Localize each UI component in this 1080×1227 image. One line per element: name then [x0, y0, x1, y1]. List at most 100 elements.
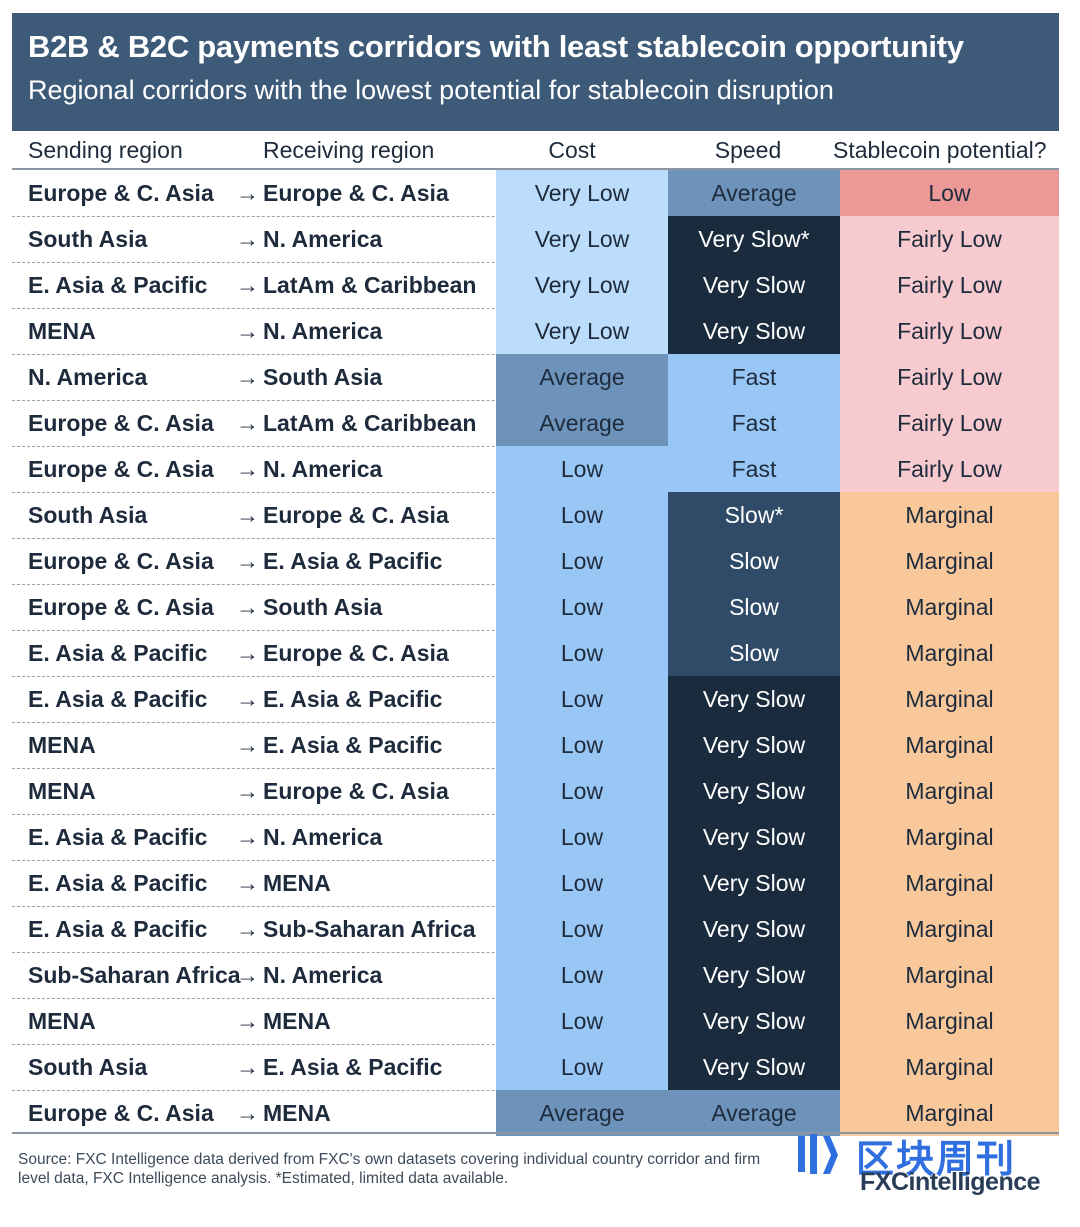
cost-cell: Very Low	[496, 308, 668, 354]
receiving-region-cell: → LatAm & Caribbean	[236, 262, 476, 308]
table-bottom-rule	[12, 1132, 1059, 1134]
stablecoin-potential-cell: Marginal	[840, 584, 1059, 630]
sending-region-cell: E. Asia & Pacific	[28, 824, 208, 850]
arrow-right-icon: →	[236, 1054, 259, 1080]
speed-cell: Slow	[668, 538, 840, 584]
cost-cell: Very Low	[496, 262, 668, 308]
receiving-region-cell: → Europe & C. Asia	[236, 492, 449, 538]
receiving-region-cell: → LatAm & Caribbean	[236, 400, 476, 446]
arrow-right-icon: →	[236, 318, 259, 344]
cost-cell: Average	[496, 1090, 668, 1136]
receiving-region-cell: → Europe & C. Asia	[236, 630, 449, 676]
arrow-right-icon: →	[236, 1008, 259, 1034]
source-note: Source: FXC Intelligence data derived fr…	[18, 1151, 761, 1187]
column-header-speed: Speed	[714, 137, 782, 163]
stablecoin-potential-cell: Fairly Low	[840, 446, 1059, 492]
cost-cell: Very Low	[496, 216, 668, 262]
receiving-region-label: Sub-Saharan Africa	[263, 916, 476, 942]
table-row: Europe & C. Asia → Europe & C. Asia Very Lo…	[12, 170, 1059, 217]
receiving-region-cell: → N. America	[236, 446, 382, 492]
arrow-right-icon: →	[236, 456, 259, 482]
table-row: E. Asia & Pacific → N. America Low Very Slow…	[12, 814, 1059, 861]
sending-region-cell: MENA	[28, 732, 96, 758]
arrow-right-icon: →	[236, 732, 259, 758]
table-row: E. Asia & Pacific → LatAm & Caribbean Very …	[12, 262, 1059, 309]
arrow-right-icon: →	[236, 686, 259, 712]
receiving-region-cell: → MENA	[236, 1090, 331, 1136]
receiving-region-cell: → Europe & C. Asia	[236, 768, 449, 814]
cost-cell: Low	[496, 814, 668, 860]
sending-region-cell: Europe & C. Asia	[28, 548, 214, 574]
receiving-region-label: Europe & C. Asia	[263, 180, 449, 206]
receiving-region-label: Europe & C. Asia	[263, 778, 449, 804]
speed-cell: Very Slow	[668, 906, 840, 952]
receiving-region-label: E. Asia & Pacific	[263, 1054, 443, 1080]
speed-cell: Very Slow	[668, 308, 840, 354]
table-row: N. America → South Asia Average Fast Fairly L…	[12, 354, 1059, 401]
table-row: MENA → N. America Very Low Very Slow Fairly L…	[12, 308, 1059, 355]
receiving-region-cell: → E. Asia & Pacific	[236, 538, 442, 584]
speed-cell: Slow	[668, 584, 840, 630]
receiving-region-label: N. America	[263, 824, 383, 850]
stablecoin-potential-cell: Marginal	[840, 860, 1059, 906]
speed-cell: Very Slow	[668, 1044, 840, 1090]
table-row: E. Asia & Pacific → MENA Low Very Slow Margin…	[12, 860, 1059, 907]
column-header-receiving: Receiving region	[263, 137, 435, 163]
cost-cell: Average	[496, 400, 668, 446]
table-row: Europe & C. Asia → MENA Average Average Margi…	[12, 1090, 1059, 1136]
receiving-region-cell: → N. America	[236, 952, 382, 998]
cost-cell: Low	[496, 860, 668, 906]
arrow-right-icon: →	[236, 916, 259, 942]
stablecoin-potential-cell: Marginal	[840, 998, 1059, 1044]
sending-region-cell: MENA	[28, 778, 96, 804]
table-row: E. Asia & Pacific → Sub-Saharan Africa Low V…	[12, 906, 1059, 953]
chart-subtitle: Regional corridors with the lowest poten…	[28, 75, 834, 105]
receiving-region-cell: → MENA	[236, 998, 331, 1044]
arrow-right-icon: →	[236, 962, 259, 988]
table-row: MENA → MENA Low Very Slow Marginal	[12, 998, 1059, 1045]
receiving-region-label: LatAm & Caribbean	[263, 410, 477, 436]
header-separator	[12, 168, 1059, 170]
stablecoin-potential-cell: Marginal	[840, 538, 1059, 584]
watermark-logo-icon	[798, 1134, 838, 1174]
cost-cell: Low	[496, 676, 668, 722]
speed-cell: Fast	[668, 446, 840, 492]
sending-region-cell: South Asia	[28, 1054, 148, 1080]
column-header-cost: Cost	[548, 137, 596, 163]
receiving-region-cell: → South Asia	[236, 584, 382, 630]
chart-title: B2B & B2C payments corridors with least …	[28, 29, 964, 64]
receiving-region-cell: → N. America	[236, 216, 382, 262]
cost-cell: Low	[496, 630, 668, 676]
sending-region-cell: Europe & C. Asia	[28, 410, 214, 436]
table-row: Europe & C. Asia → E. Asia & Pacific Low Slo…	[12, 538, 1059, 585]
speed-cell: Slow*	[668, 492, 840, 538]
column-header-sending: Sending region	[28, 137, 183, 163]
table-row: E. Asia & Pacific → Europe & C. Asia Low Slo…	[12, 630, 1059, 677]
receiving-region-label: N. America	[263, 318, 383, 344]
stablecoin-potential-cell: Low	[840, 170, 1059, 216]
receiving-region-cell: → N. America	[236, 814, 382, 860]
sending-region-cell: MENA	[28, 1008, 96, 1034]
receiving-region-cell: → E. Asia & Pacific	[236, 722, 442, 768]
cost-cell: Low	[496, 538, 668, 584]
cost-cell: Low	[496, 584, 668, 630]
table-row: South Asia → N. America Very Low Very Slow* F…	[12, 216, 1059, 263]
cost-cell: Low	[496, 998, 668, 1044]
receiving-region-label: E. Asia & Pacific	[263, 686, 443, 712]
speed-cell: Slow	[668, 630, 840, 676]
stablecoin-potential-cell: Marginal	[840, 1044, 1059, 1090]
arrow-right-icon: →	[236, 502, 259, 528]
receiving-region-cell: → E. Asia & Pacific	[236, 1044, 442, 1090]
stablecoin-potential-cell: Marginal	[840, 814, 1059, 860]
stablecoin-potential-cell: Fairly Low	[840, 308, 1059, 354]
cost-cell: Low	[496, 446, 668, 492]
table-row: Europe & C. Asia → South Asia Low Slow Margin…	[12, 584, 1059, 631]
table-row: Sub-Saharan Africa → N. America Low Very Slo…	[12, 952, 1059, 999]
cost-cell: Low	[496, 492, 668, 538]
stablecoin-potential-cell: Fairly Low	[840, 216, 1059, 262]
receiving-region-cell: → Sub-Saharan Africa	[236, 906, 476, 952]
receiving-region-cell: → E. Asia & Pacific	[236, 676, 442, 722]
cost-cell: Low	[496, 722, 668, 768]
arrow-right-icon: →	[236, 778, 259, 804]
